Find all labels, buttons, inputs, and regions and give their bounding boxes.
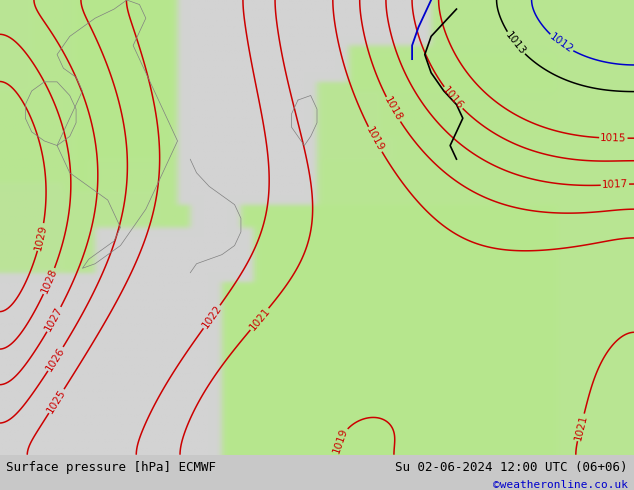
- Text: 1021: 1021: [573, 414, 589, 441]
- Text: 1016: 1016: [441, 85, 465, 111]
- Text: 1022: 1022: [200, 303, 224, 330]
- FancyBboxPatch shape: [0, 455, 634, 490]
- Text: 1012: 1012: [548, 31, 575, 55]
- Text: 1015: 1015: [600, 133, 626, 144]
- Text: 1019: 1019: [332, 427, 349, 455]
- Text: Su 02-06-2024 12:00 UTC (06+06): Su 02-06-2024 12:00 UTC (06+06): [395, 461, 628, 473]
- Text: 1021: 1021: [247, 306, 272, 332]
- Text: 1017: 1017: [602, 179, 628, 190]
- Text: 1025: 1025: [45, 387, 68, 415]
- Text: 1018: 1018: [382, 96, 404, 123]
- Text: 1028: 1028: [39, 267, 59, 295]
- Text: 1027: 1027: [43, 305, 65, 333]
- Text: ©weatheronline.co.uk: ©weatheronline.co.uk: [493, 480, 628, 490]
- Text: 1019: 1019: [365, 125, 385, 153]
- Text: 1013: 1013: [503, 30, 527, 57]
- Text: Surface pressure [hPa] ECMWF: Surface pressure [hPa] ECMWF: [6, 461, 216, 473]
- Text: 1029: 1029: [33, 223, 49, 251]
- Text: 1026: 1026: [44, 345, 67, 373]
